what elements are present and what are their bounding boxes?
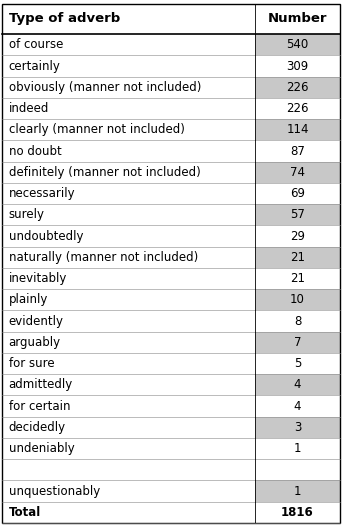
Bar	[2, 459, 255, 480]
Text: 74: 74	[290, 166, 305, 179]
Text: 10: 10	[290, 293, 305, 306]
Text: 114: 114	[286, 123, 309, 136]
Text: surely: surely	[9, 208, 44, 221]
Bar	[255, 332, 340, 353]
Text: definitely (manner not included): definitely (manner not included)	[9, 166, 200, 179]
Bar	[255, 353, 340, 374]
Bar	[2, 289, 255, 310]
Bar	[2, 502, 255, 523]
Text: Type of adverb: Type of adverb	[9, 13, 120, 25]
Bar	[255, 77, 340, 98]
Bar	[2, 480, 255, 502]
Bar	[2, 247, 255, 268]
Text: 226: 226	[286, 102, 309, 115]
Text: plainly: plainly	[9, 293, 48, 306]
Bar	[255, 268, 340, 289]
Bar	[255, 98, 340, 119]
Bar	[2, 204, 255, 225]
Bar	[255, 119, 340, 140]
Bar	[2, 332, 255, 353]
Bar	[2, 34, 255, 55]
Bar	[2, 417, 255, 438]
Text: undeniably: undeniably	[9, 442, 74, 455]
Text: obviously (manner not included): obviously (manner not included)	[9, 81, 201, 94]
Text: decidedly: decidedly	[9, 421, 66, 434]
Text: 540: 540	[286, 38, 309, 51]
Text: unquestionably: unquestionably	[9, 485, 100, 498]
Bar	[255, 502, 340, 523]
Text: 1: 1	[294, 485, 301, 498]
Bar	[255, 162, 340, 183]
Bar	[2, 98, 255, 119]
Text: necessarily: necessarily	[9, 187, 75, 200]
Text: indeed: indeed	[9, 102, 49, 115]
Bar	[255, 395, 340, 417]
Bar	[2, 374, 255, 395]
Text: 29: 29	[290, 229, 305, 243]
Text: naturally (manner not included): naturally (manner not included)	[9, 251, 198, 264]
Bar	[2, 310, 255, 332]
Bar	[2, 162, 255, 183]
Text: 1816: 1816	[281, 506, 314, 519]
Text: 21: 21	[290, 272, 305, 285]
Bar	[255, 204, 340, 225]
Text: 4: 4	[294, 400, 301, 413]
Bar	[255, 459, 340, 480]
Text: 57: 57	[290, 208, 305, 221]
Bar	[255, 225, 340, 247]
Bar	[255, 183, 340, 204]
Bar	[255, 417, 340, 438]
Bar	[255, 55, 340, 77]
Text: 226: 226	[286, 81, 309, 94]
Text: undoubtedly: undoubtedly	[9, 229, 83, 243]
Text: for sure: for sure	[9, 357, 54, 370]
Text: for certain: for certain	[9, 400, 70, 413]
Bar	[255, 247, 340, 268]
Text: arguably: arguably	[9, 336, 61, 349]
Bar	[2, 183, 255, 204]
Bar	[2, 4, 340, 34]
Bar	[2, 77, 255, 98]
Text: 8: 8	[294, 314, 301, 328]
Bar	[2, 225, 255, 247]
Bar	[255, 310, 340, 332]
Text: 87: 87	[290, 144, 305, 157]
Text: no doubt: no doubt	[9, 144, 61, 157]
Text: admittedly: admittedly	[9, 379, 73, 391]
Bar	[2, 55, 255, 77]
Bar	[2, 140, 255, 162]
Bar	[255, 289, 340, 310]
Bar	[255, 438, 340, 459]
Bar	[255, 374, 340, 395]
Text: 3: 3	[294, 421, 301, 434]
Bar	[255, 480, 340, 502]
Text: evidently: evidently	[9, 314, 64, 328]
Bar	[255, 34, 340, 55]
Text: 69: 69	[290, 187, 305, 200]
Text: 5: 5	[294, 357, 301, 370]
Text: certainly: certainly	[9, 59, 61, 72]
Bar	[2, 353, 255, 374]
Text: 7: 7	[294, 336, 301, 349]
Text: 4: 4	[294, 379, 301, 391]
Text: Total: Total	[9, 506, 41, 519]
Text: clearly (manner not included): clearly (manner not included)	[9, 123, 184, 136]
Text: 1: 1	[294, 442, 301, 455]
Bar	[2, 268, 255, 289]
Text: inevitably: inevitably	[9, 272, 67, 285]
Bar	[255, 140, 340, 162]
Bar	[2, 119, 255, 140]
Text: 21: 21	[290, 251, 305, 264]
Text: of course: of course	[9, 38, 63, 51]
Bar	[2, 438, 255, 459]
Text: Number: Number	[268, 13, 327, 25]
Text: 309: 309	[286, 59, 309, 72]
Bar	[2, 395, 255, 417]
